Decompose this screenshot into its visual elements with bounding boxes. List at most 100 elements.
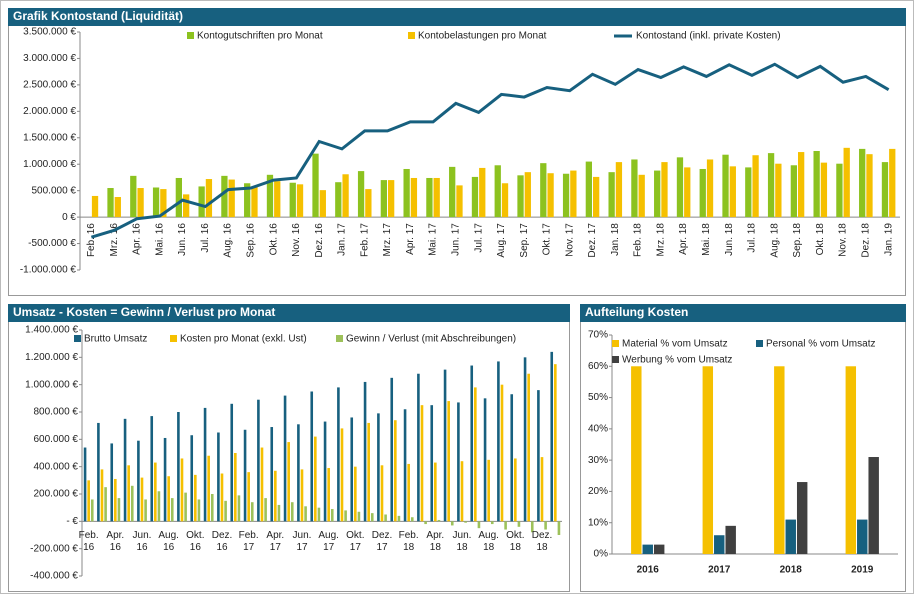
x-tick-label: Jun. 16 — [177, 223, 188, 256]
bar — [207, 455, 210, 522]
bar — [631, 159, 638, 218]
bar — [287, 442, 290, 522]
bar — [177, 412, 180, 522]
y-tick-label: 60% — [588, 361, 608, 372]
bar — [251, 186, 258, 218]
bar — [247, 472, 250, 522]
x-tick-label: Mrz. 18 — [655, 223, 666, 257]
x-tick-label: Feb. 17 — [238, 530, 259, 554]
bar — [540, 163, 547, 218]
x-tick-label: Jun. 17 — [292, 530, 312, 554]
x-tick-label: Nov. 18 — [838, 223, 849, 257]
x-tick-label: Nov. 17 — [564, 223, 575, 257]
bar — [104, 487, 107, 522]
x-tick-label: Mai. 16 — [154, 223, 165, 256]
bar — [319, 190, 326, 218]
bar — [654, 170, 661, 218]
bar — [220, 473, 224, 522]
bar — [798, 152, 805, 218]
bar — [570, 170, 577, 218]
bar — [257, 399, 260, 522]
bar — [527, 373, 530, 522]
x-tick-label: Aug. 16 — [158, 530, 179, 554]
y-tick-label: -1.000.000 € — [20, 265, 77, 276]
bar — [390, 377, 394, 522]
bar — [327, 468, 330, 522]
bar — [163, 437, 167, 522]
legend-label: Brutto Umsatz — [84, 334, 147, 345]
x-tick-label: Feb. 18 — [633, 223, 644, 257]
bar — [490, 521, 494, 525]
bar — [517, 175, 524, 218]
bar — [377, 413, 380, 522]
bar — [537, 390, 540, 522]
x-tick-label: Jun. 18 — [724, 223, 735, 256]
bar — [410, 517, 414, 522]
bar — [83, 447, 87, 522]
bar — [775, 163, 782, 218]
bar — [337, 387, 340, 522]
bar — [357, 171, 365, 218]
bar — [137, 440, 140, 522]
bar — [699, 168, 706, 218]
x-tick-label: Okt. 18 — [815, 223, 826, 256]
bar — [676, 157, 684, 218]
bar — [152, 187, 160, 218]
bar — [335, 182, 342, 218]
y-tick-label: 70% — [588, 330, 608, 341]
bar — [277, 504, 281, 522]
bar — [114, 478, 117, 522]
bar — [820, 162, 828, 218]
bar — [170, 498, 174, 522]
bar — [410, 177, 418, 218]
bar — [274, 181, 281, 218]
bar — [494, 165, 501, 218]
legend-swatch — [336, 335, 343, 342]
bar — [198, 186, 205, 218]
legend-label: Gewinn / Verlust (mit Abschreibungen) — [346, 334, 516, 345]
bar — [417, 373, 420, 522]
bar — [350, 417, 354, 522]
x-tick-label: Feb. 18 — [398, 530, 419, 554]
legend-label: Kontogutschriften pro Monat — [197, 31, 323, 42]
bar — [297, 424, 300, 522]
x-tick-label: Apr. 16 — [132, 223, 143, 255]
bar — [110, 443, 114, 522]
bar — [608, 172, 615, 218]
legend-swatch — [408, 32, 415, 39]
bar — [729, 166, 736, 218]
x-tick-label: Apr. 16 — [106, 530, 125, 554]
bar — [357, 511, 361, 522]
y-tick-label: 2.000.000 € — [23, 106, 76, 117]
bar — [479, 167, 486, 218]
bar — [767, 153, 775, 218]
bar — [523, 357, 527, 522]
bar — [585, 161, 592, 218]
bar — [194, 474, 197, 522]
bar — [796, 482, 808, 554]
x-tick-label: Dez. 16 — [211, 530, 233, 554]
bar — [471, 176, 479, 218]
x-tick-label: Okt. 17 — [346, 530, 365, 554]
bar — [123, 418, 127, 522]
y-tick-label: 800.000 € — [34, 407, 79, 418]
bar — [367, 422, 370, 522]
bar — [562, 173, 570, 218]
x-tick-label: Jun. 17 — [450, 223, 461, 256]
x-tick-label: Dez. 17 — [371, 530, 393, 554]
y-tick-label: 3.500.000 € — [23, 27, 76, 38]
bar — [87, 480, 90, 522]
bar — [661, 162, 668, 218]
y-tick-label: 20% — [588, 486, 608, 497]
bar — [154, 462, 157, 522]
legend-label: Material % vom Umsatz — [622, 339, 728, 350]
bar — [203, 407, 207, 522]
bar — [228, 179, 235, 218]
bar — [843, 147, 850, 218]
bar — [540, 457, 544, 522]
bar — [403, 168, 410, 218]
x-tick-label: Sep. 16 — [245, 223, 256, 258]
x-tick-label: Mrz. 17 — [382, 223, 393, 257]
bar — [554, 364, 557, 522]
x-tick-label: Okt. 16 — [268, 223, 279, 256]
